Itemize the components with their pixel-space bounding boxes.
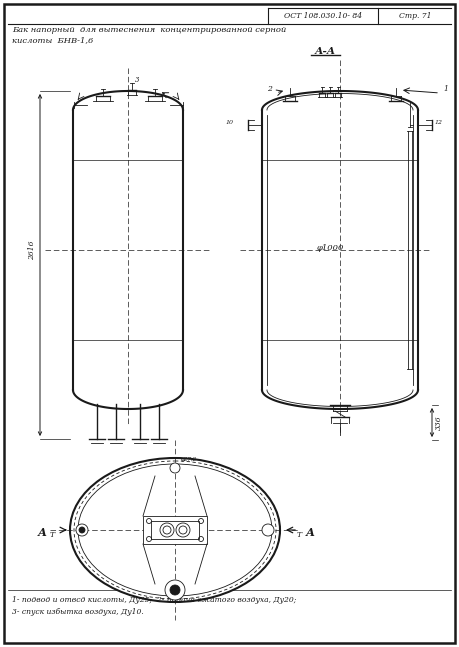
Text: Стр. 71: Стр. 71	[399, 12, 431, 20]
Text: Т: Т	[297, 531, 302, 539]
Text: 3: 3	[135, 76, 140, 84]
Text: 336: 336	[435, 415, 443, 430]
Text: 3- спуск избытка воздуха, Ду10.: 3- спуск избытка воздуха, Ду10.	[12, 608, 144, 616]
Bar	[151, 521, 199, 539]
Text: А-А: А-А	[314, 47, 336, 56]
Ellipse shape	[70, 458, 280, 602]
Text: Бак напорный  для вытеснения  концентрированной серной: Бак напорный для вытеснения концентриров…	[12, 26, 286, 34]
Text: 1: 1	[443, 85, 448, 93]
Ellipse shape	[262, 91, 418, 129]
Bar	[73, 110, 183, 390]
Text: А: А	[306, 527, 314, 538]
Text: 10: 10	[226, 120, 234, 126]
Text: φ27,2: φ27,2	[181, 457, 197, 463]
Text: ОСТ 108.030.10- 84: ОСТ 108.030.10- 84	[284, 12, 362, 20]
Ellipse shape	[73, 371, 183, 409]
Text: Т: Т	[50, 531, 55, 539]
Text: 1- подвод и отвсд кислоты, Ду25;  2- подача сжатого воздуха, Ду20;: 1- подвод и отвсд кислоты, Ду25; 2- пода…	[12, 596, 297, 604]
Circle shape	[165, 580, 185, 600]
Text: 2616: 2616	[28, 240, 36, 259]
Ellipse shape	[262, 371, 418, 409]
Circle shape	[170, 463, 180, 473]
Circle shape	[160, 523, 174, 537]
Circle shape	[176, 523, 190, 537]
Text: φ1000: φ1000	[316, 244, 344, 252]
Circle shape	[170, 585, 180, 595]
Text: φ225: φ225	[181, 468, 196, 472]
Circle shape	[262, 524, 274, 536]
Ellipse shape	[78, 464, 272, 596]
Text: 12: 12	[435, 120, 443, 126]
Text: 2: 2	[267, 85, 272, 93]
Circle shape	[76, 524, 88, 536]
Text: А: А	[38, 527, 46, 538]
Bar	[263, 110, 418, 390]
Bar	[143, 516, 207, 544]
Ellipse shape	[73, 91, 183, 129]
Text: кислоты  БНВ-1,6: кислоты БНВ-1,6	[12, 36, 93, 44]
Circle shape	[79, 527, 85, 533]
